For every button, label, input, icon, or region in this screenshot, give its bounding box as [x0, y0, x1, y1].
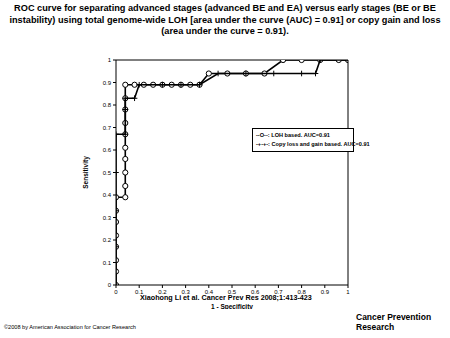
svg-text:0.2: 0.2 [103, 237, 112, 243]
svg-text:0.4: 0.4 [103, 192, 112, 198]
svg-text:0.8: 0.8 [103, 102, 112, 108]
svg-text:0.5: 0.5 [103, 170, 112, 176]
svg-text:0: 0 [108, 282, 112, 288]
svg-text:0.7: 0.7 [103, 125, 112, 131]
svg-text:Sensitivity: Sensitivity [82, 156, 90, 189]
svg-text:0.3: 0.3 [103, 215, 112, 221]
svg-text:1: 1 [108, 57, 112, 63]
svg-text:1: 1 [346, 289, 350, 295]
svg-text:0.6: 0.6 [103, 147, 112, 153]
svg-text:1 - Specificity: 1 - Specificity [211, 303, 253, 309]
svg-text:0.9: 0.9 [321, 289, 330, 295]
svg-text:0.9: 0.9 [103, 80, 112, 86]
svg-text:0.1: 0.1 [103, 260, 112, 266]
svg-text:0: 0 [114, 289, 118, 295]
